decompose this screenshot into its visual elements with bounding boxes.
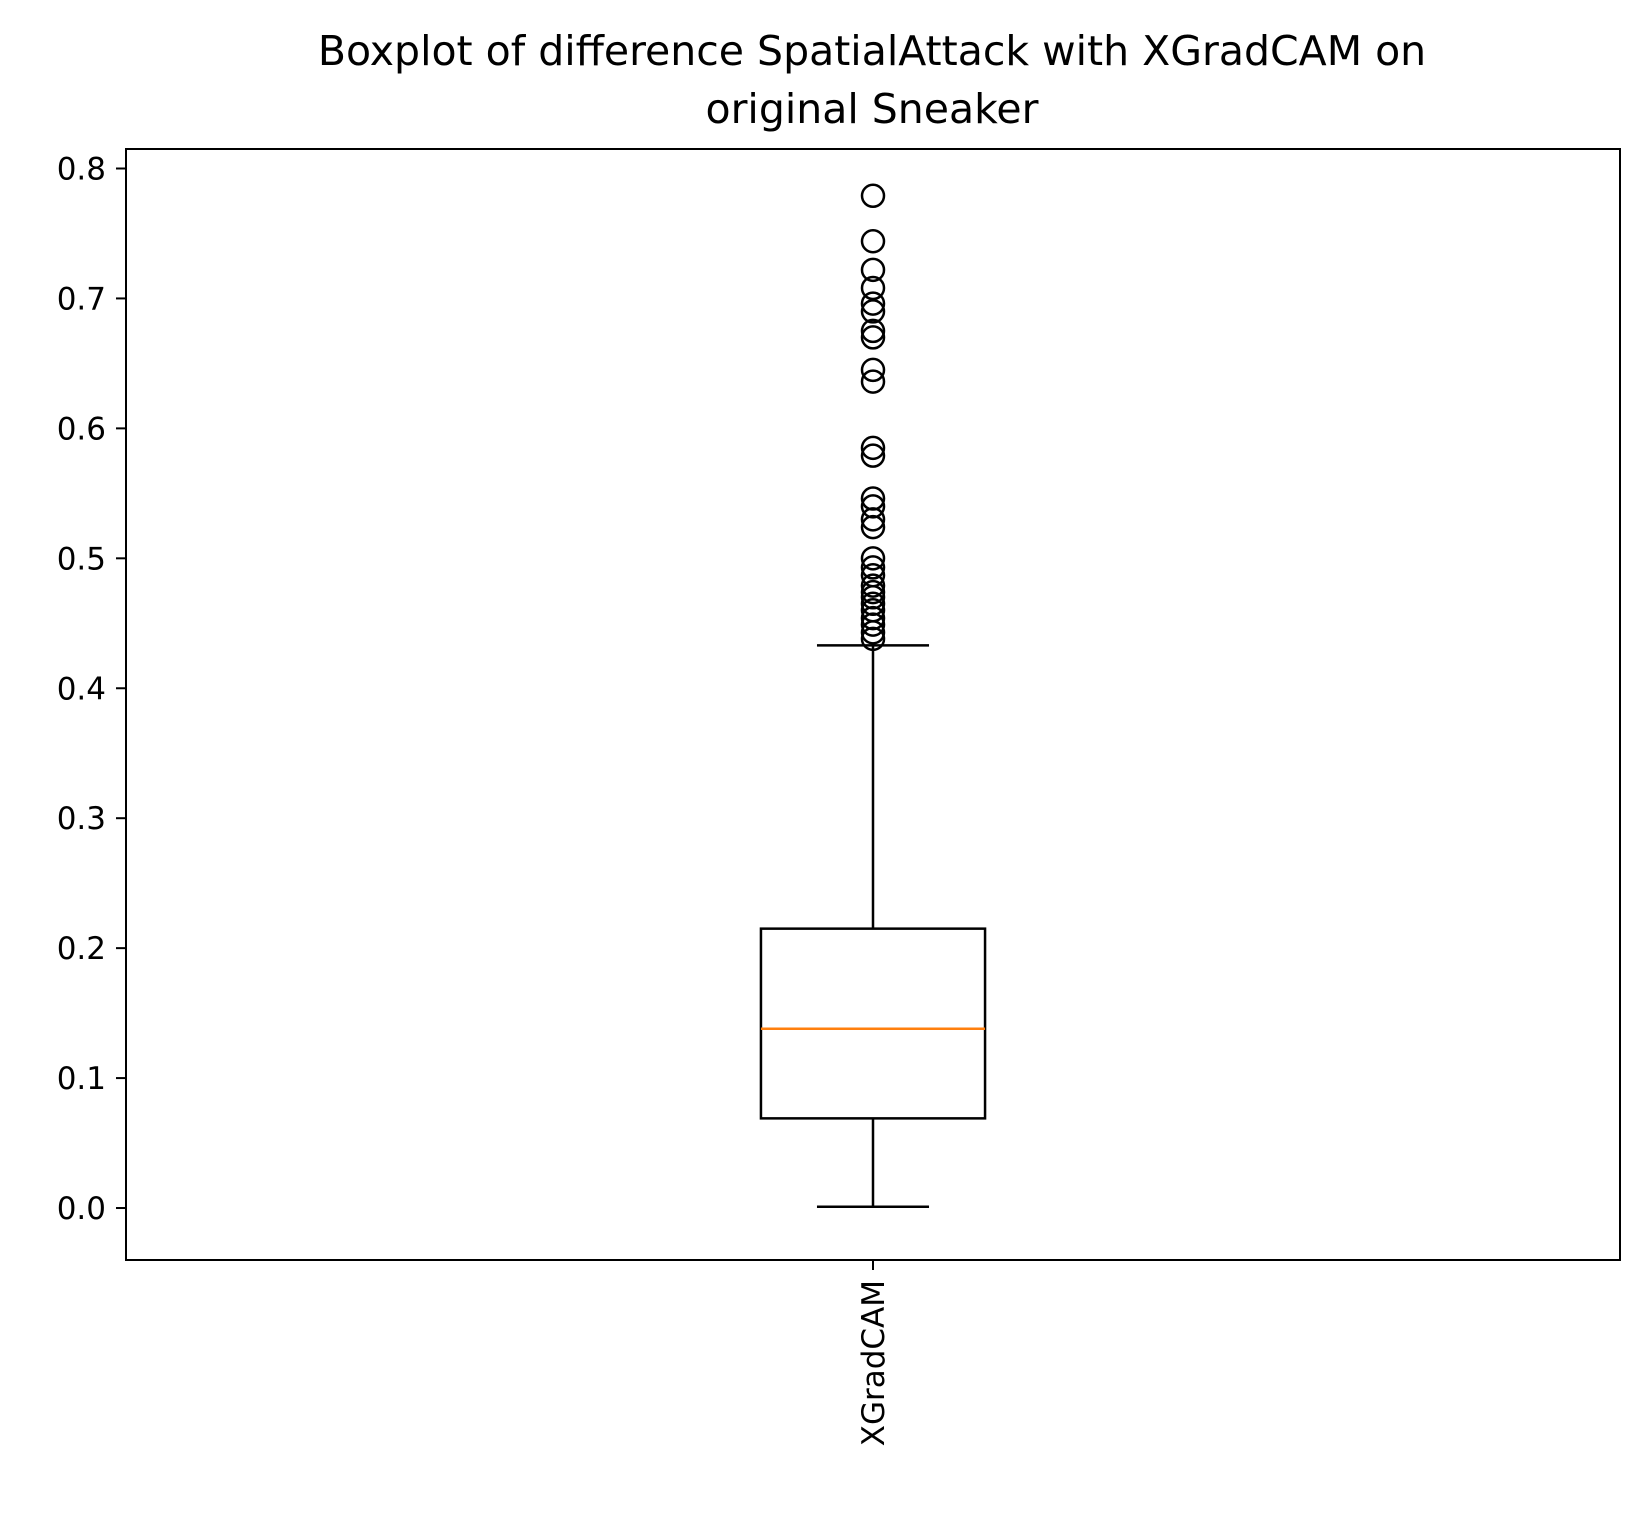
y-tick-label: 0.6	[57, 411, 106, 447]
outlier-point	[860, 443, 886, 468]
outlier-point	[860, 291, 886, 316]
iqr-box	[759, 927, 987, 1120]
outlier-point	[860, 183, 886, 209]
outlier-point	[860, 369, 886, 394]
y-tick-label: 0.1	[57, 1061, 106, 1097]
outlier-point	[860, 579, 886, 605]
y-tick-label: 0.4	[57, 671, 106, 707]
x-axis: XGradCAM	[856, 1260, 892, 1446]
plot-area	[759, 183, 987, 1208]
outlier-point	[860, 357, 886, 383]
chart-title-line-2: original Sneaker	[705, 85, 1038, 133]
chart-title-line-1: Boxplot of difference SpatialAttack with…	[318, 27, 1426, 75]
outlier-point	[860, 573, 886, 598]
y-tick-label: 0.0	[57, 1191, 106, 1227]
outlier-point	[860, 257, 886, 283]
outlier-point	[860, 546, 886, 571]
outlier-point	[860, 486, 886, 511]
outlier-point	[860, 555, 886, 580]
outlier-point	[860, 598, 886, 623]
outlier-point	[860, 494, 886, 519]
outlier-point	[860, 325, 886, 350]
outlier-point	[860, 435, 886, 461]
outlier-point	[860, 275, 886, 301]
outlier-point	[860, 562, 886, 588]
y-tick-label: 0.2	[57, 931, 106, 967]
outlier-point	[860, 229, 886, 254]
outlier-point	[860, 299, 886, 324]
y-tick-label: 0.7	[57, 281, 106, 317]
x-tick-label: XGradCAM	[856, 1280, 892, 1446]
y-tick-label: 0.8	[57, 151, 106, 187]
y-tick-label: 0.3	[57, 801, 106, 837]
outlier-point	[860, 318, 886, 344]
y-axis: 0.0 0.1 0.2 0.3 0.4 0.5 0.6 0.7 0.8	[57, 151, 126, 1227]
outlier-point	[860, 591, 886, 617]
y-tick-label: 0.5	[57, 541, 106, 577]
